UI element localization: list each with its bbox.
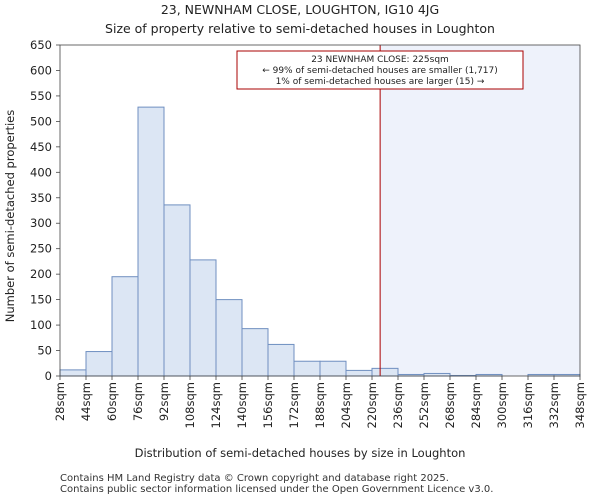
x-tick-label: 156sqm bbox=[261, 382, 275, 428]
y-tick-label: 600 bbox=[30, 63, 52, 77]
bar-140sqm bbox=[241, 328, 269, 377]
y-tick-label: 450 bbox=[30, 140, 52, 154]
x-tick-label: 60sqm bbox=[105, 382, 119, 421]
x-tick-label: 220sqm bbox=[365, 382, 379, 428]
bars-group bbox=[59, 106, 581, 377]
x-tick-label: 108sqm bbox=[183, 382, 197, 428]
x-tick-label: 300sqm bbox=[495, 382, 509, 428]
x-tick-label: 252sqm bbox=[417, 382, 431, 428]
x-tick-label: 76sqm bbox=[131, 382, 145, 421]
annotation-line-3: 1% of semi-detached houses are larger (1… bbox=[276, 77, 485, 87]
y-tick-label: 650 bbox=[30, 38, 52, 52]
y-tick-label: 250 bbox=[30, 242, 52, 256]
annotation-box: 23 NEWNHAM CLOSE: 225sqm ← 99% of semi-d… bbox=[236, 50, 524, 90]
x-tick-label: 44sqm bbox=[79, 382, 93, 421]
x-tick-label: 332sqm bbox=[547, 382, 561, 428]
y-tick-label: 200 bbox=[30, 267, 52, 281]
footer-licence: Contains public sector information licen… bbox=[60, 484, 494, 495]
x-tick-label: 204sqm bbox=[339, 382, 353, 428]
bar-76sqm bbox=[137, 106, 165, 377]
bar-28sqm bbox=[59, 369, 87, 377]
bar-156sqm bbox=[267, 343, 295, 377]
x-tick-label: 140sqm bbox=[235, 382, 249, 428]
bar-44sqm bbox=[85, 351, 113, 377]
x-axis: 28sqm 44sqm 60sqm 76sqm 92sqm 108sqm 124sqm 140… bbox=[53, 376, 587, 428]
y-tick-label: 400 bbox=[30, 165, 52, 179]
bar-188sqm bbox=[319, 360, 347, 377]
x-tick-label: 284sqm bbox=[469, 382, 483, 428]
bar-108sqm bbox=[189, 259, 217, 377]
y-tick-label: 350 bbox=[30, 191, 52, 205]
y-tick-label: 150 bbox=[30, 293, 52, 307]
x-tick-label: 236sqm bbox=[391, 382, 405, 428]
bar-60sqm bbox=[111, 276, 139, 377]
bar-124sqm bbox=[215, 299, 243, 377]
footer-copyright: Contains HM Land Registry data © Crown c… bbox=[60, 473, 449, 484]
annotation-line-2: ← 99% of semi-detached houses are smalle… bbox=[262, 66, 498, 76]
annotation-line-1: 23 NEWNHAM CLOSE: 225sqm bbox=[311, 55, 449, 65]
chart-subtitle: Size of property relative to semi-detach… bbox=[105, 21, 495, 36]
annotation-border bbox=[236, 50, 524, 90]
y-axis-label: Number of semi-detached properties bbox=[3, 110, 17, 322]
y-tick-label: 500 bbox=[30, 114, 52, 128]
x-axis-label: Distribution of semi-detached houses by … bbox=[135, 446, 466, 460]
y-tick-label: 0 bbox=[45, 369, 52, 383]
x-tick-label: 348sqm bbox=[573, 382, 587, 428]
x-tick-label: 92sqm bbox=[157, 382, 171, 421]
y-axis: 0 50 100 150 200 250 300 350 400 450 500 550 600 650 bbox=[30, 38, 60, 383]
x-tick-label: 124sqm bbox=[209, 382, 223, 428]
x-tick-label: 316sqm bbox=[521, 382, 535, 428]
bar-204sqm bbox=[345, 369, 373, 377]
x-tick-label: 28sqm bbox=[53, 382, 67, 421]
x-tick-label: 268sqm bbox=[443, 382, 457, 428]
x-tick-label: 188sqm bbox=[313, 382, 327, 428]
y-tick-label: 550 bbox=[30, 89, 52, 103]
chart-title: 23, NEWNHAM CLOSE, LOUGHTON, IG10 4JG bbox=[161, 2, 439, 17]
larger-properties-region bbox=[380, 45, 580, 376]
y-tick-label: 50 bbox=[37, 344, 52, 358]
bar-220sqm bbox=[371, 367, 399, 377]
y-tick-label: 100 bbox=[30, 318, 52, 332]
x-tick-label: 172sqm bbox=[287, 382, 301, 428]
bar-92sqm bbox=[163, 204, 191, 377]
y-tick-label: 300 bbox=[30, 216, 52, 230]
bar-172sqm bbox=[293, 360, 321, 377]
